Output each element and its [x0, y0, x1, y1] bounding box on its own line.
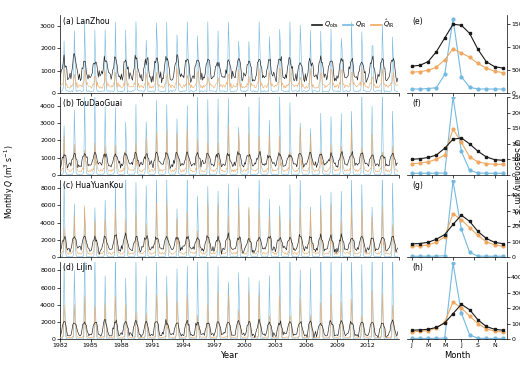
Text: (e): (e)	[412, 17, 423, 26]
Text: (f): (f)	[412, 99, 421, 108]
X-axis label: Month: Month	[444, 351, 471, 360]
Legend: $Q_\mathrm{obs}$, $Q_\mathrm{IR}$, $\hat{Q}_\mathrm{IR}$: $Q_\mathrm{obs}$, $Q_\mathrm{IR}$, $\hat…	[311, 17, 395, 31]
Text: (b) TouDaoGuai: (b) TouDaoGuai	[63, 99, 122, 108]
Text: $Q$ Seasonality (m$^3$ s$^{-1}$): $Q$ Seasonality (m$^3$ s$^{-1}$)	[509, 138, 520, 226]
Text: (d) LiJin: (d) LiJin	[63, 263, 93, 272]
Text: (a) LanZhou: (a) LanZhou	[63, 17, 110, 26]
Text: Monthly $Q$ (m$^3$ s$^{-1}$): Monthly $Q$ (m$^3$ s$^{-1}$)	[2, 145, 17, 219]
Text: (c) HuaYuanKou: (c) HuaYuanKou	[63, 181, 123, 190]
Text: (h): (h)	[412, 263, 423, 272]
X-axis label: Year: Year	[220, 351, 238, 360]
Text: (g): (g)	[412, 181, 423, 190]
